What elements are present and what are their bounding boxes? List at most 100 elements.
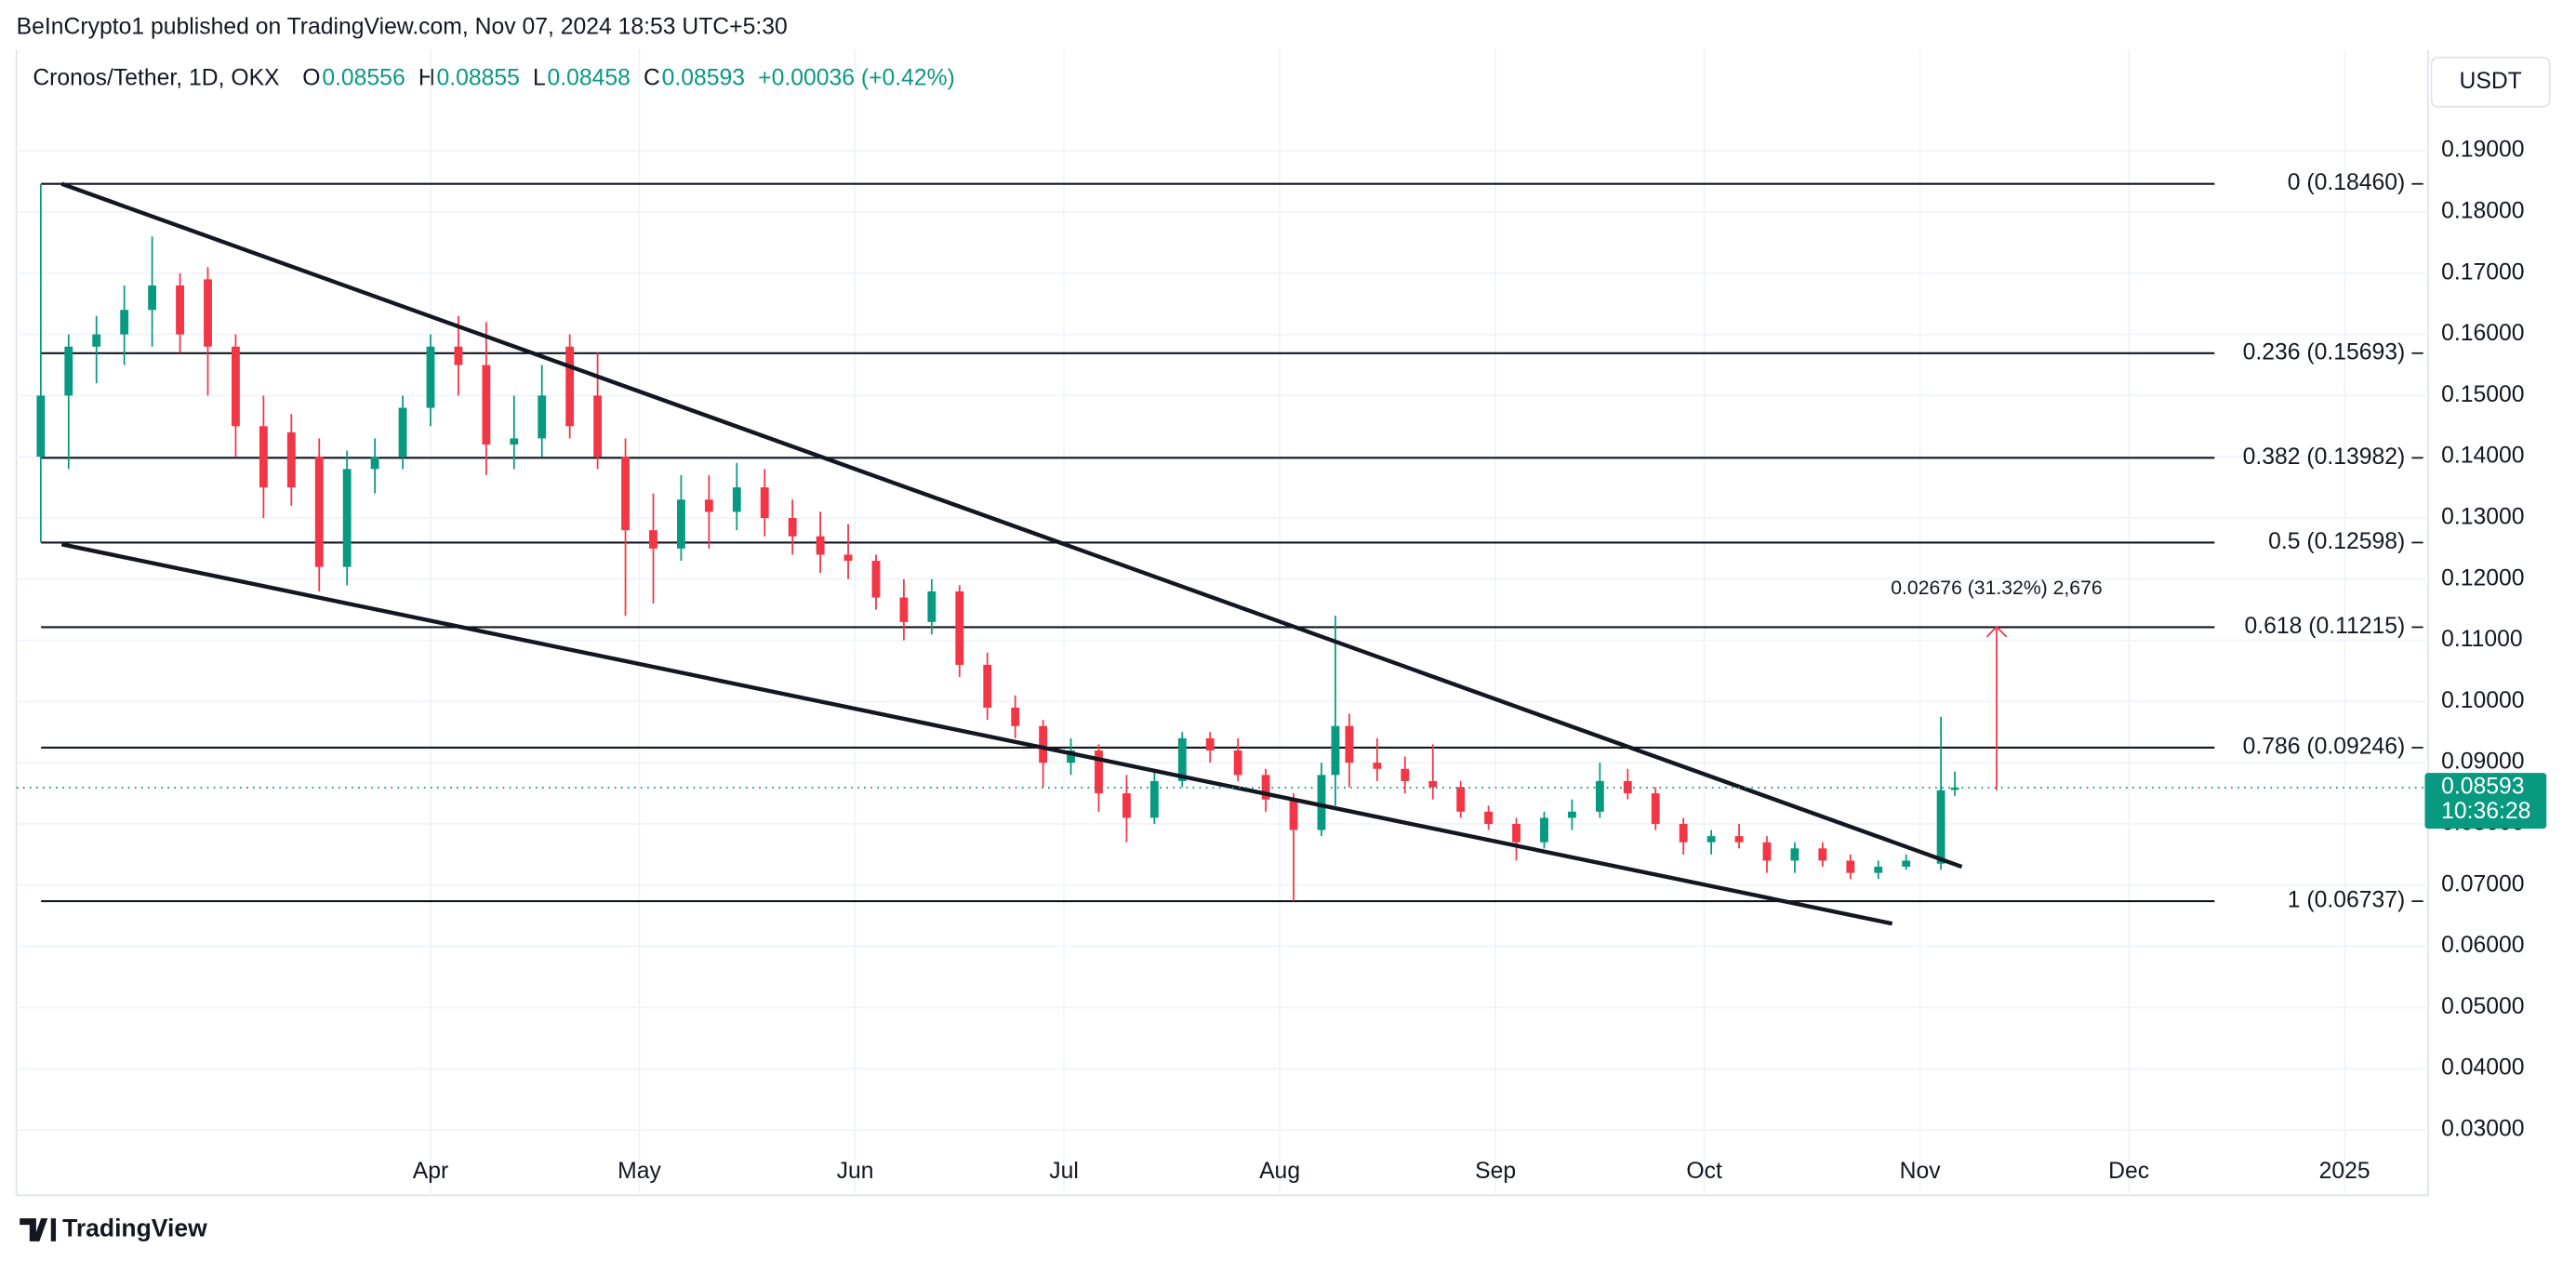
candle-body (788, 517, 797, 537)
candle-body (1373, 763, 1382, 769)
candle-body (120, 310, 129, 335)
x-tick-label: Apr (413, 1159, 448, 1184)
currency-button[interactable] (2430, 56, 2551, 108)
candle-body (927, 591, 936, 622)
legend-value: 0.08855 (436, 65, 519, 90)
y-tick-label: 0.06000 (2441, 933, 2524, 958)
fib-label: 1 (0.06737) (2288, 888, 2405, 913)
y-tick-label: 0.16000 (2441, 321, 2524, 346)
candle-body (454, 346, 463, 365)
y-tick-label: 0.09000 (2441, 750, 2524, 775)
fib-label: 0.786 (0.09246) (2243, 735, 2406, 760)
x-tick-label: Aug (1259, 1159, 1300, 1184)
y-tick-label: 0.07000 (2441, 871, 2524, 896)
candle-body (871, 561, 881, 598)
candle-body (593, 395, 603, 458)
candle-body (1512, 823, 1520, 843)
candle-body (286, 431, 296, 488)
y-tick-label: 0.05000 (2441, 994, 2524, 1019)
candle-body (955, 591, 964, 665)
symbol-title: Cronos/Tether, 1D, OKX (33, 65, 279, 90)
candle-body (1568, 811, 1576, 818)
y-tick-label: 0.15000 (2441, 382, 2524, 407)
y-tick-label: 0.11000 (2441, 627, 2523, 652)
fib-label: 0.5 (0.12598) (2268, 529, 2405, 554)
legend-key: O (302, 65, 320, 90)
candle-body (983, 664, 992, 708)
x-tick-label: May (617, 1159, 661, 1184)
y-tick-label: 0.19000 (2441, 138, 2524, 163)
x-tick-label: Nov (1900, 1159, 1942, 1184)
y-tick-label: 0.18000 (2441, 199, 2524, 224)
candle-body (843, 554, 853, 562)
candle-body (1233, 750, 1242, 776)
fib-label: 0.382 (0.13982) (2243, 445, 2406, 470)
candle-body (565, 346, 575, 427)
candle-body (482, 365, 491, 445)
candle-body (1706, 836, 1716, 843)
legend-key: C (644, 65, 660, 90)
legend-key: H (418, 65, 435, 90)
candle-body (816, 536, 825, 555)
brand: TradingView (62, 1214, 207, 1241)
candle-body (1317, 775, 1326, 830)
candle-body (1205, 737, 1215, 751)
legend-value: 0.08556 (322, 65, 405, 90)
candle-body (621, 457, 630, 531)
x-tick-label: Oct (1686, 1159, 1722, 1184)
candle-body (1456, 787, 1466, 812)
last-price-badge (2424, 773, 2547, 830)
candle-body (1331, 725, 1340, 776)
candle-body (314, 457, 324, 567)
trendline (60, 542, 1893, 926)
candle-body (36, 395, 46, 458)
measure-label: 0.02676 (31.32%) 2,676 (1891, 577, 2102, 599)
candle-body (342, 469, 352, 567)
candle-body (1149, 780, 1159, 818)
logo (20, 1218, 57, 1241)
candle-body (899, 597, 909, 622)
candle-body (1484, 811, 1494, 824)
y-tick-label: 0.12000 (2441, 565, 2524, 591)
candle-body (1679, 823, 1688, 843)
header: BeInCrypto1 published on TradingView.com… (17, 15, 788, 40)
x-tick-label: Jun (837, 1159, 874, 1184)
y-tick-label: 0.04000 (2441, 1055, 2524, 1081)
candle-body (1595, 780, 1604, 812)
measure-arrowhead (1985, 625, 2008, 638)
candle-body (649, 530, 657, 549)
candle-body (148, 285, 157, 311)
currency[interactable]: USDT (2459, 69, 2521, 94)
candle-body (760, 487, 769, 518)
candle-body (1095, 750, 1103, 794)
legend-value: 0.08458 (547, 65, 630, 90)
candle-body (1122, 793, 1131, 818)
last-price-label: 0.08593 (2441, 774, 2524, 799)
candle-body (1039, 725, 1048, 763)
candle-body (1540, 817, 1548, 843)
candle-body (1177, 737, 1187, 781)
candle-body (1818, 848, 1827, 861)
candle-body (426, 346, 435, 408)
candle-body (538, 395, 547, 439)
legend-key: L (533, 65, 546, 90)
candle-body (1651, 793, 1660, 824)
candle-body (1428, 780, 1438, 788)
candle-body (204, 279, 212, 347)
candle-body (1401, 768, 1410, 781)
fib-label: 0.236 (0.15693) (2243, 339, 2406, 365)
candle-body (1067, 750, 1075, 763)
countdown: 10:36:28 (2441, 799, 2530, 824)
candle-body (1345, 725, 1354, 763)
candle-body (1846, 860, 1855, 873)
candle-body (510, 438, 519, 445)
fib-label: 0.618 (0.11215) (2245, 614, 2406, 639)
candle-body (92, 334, 101, 347)
candle-body (1790, 848, 1799, 861)
candle-body (1734, 836, 1744, 843)
candle-body (1011, 707, 1020, 726)
y-tick-label: 0.17000 (2441, 259, 2524, 285)
y-tick-label: 0.03000 (2441, 1117, 2524, 1142)
